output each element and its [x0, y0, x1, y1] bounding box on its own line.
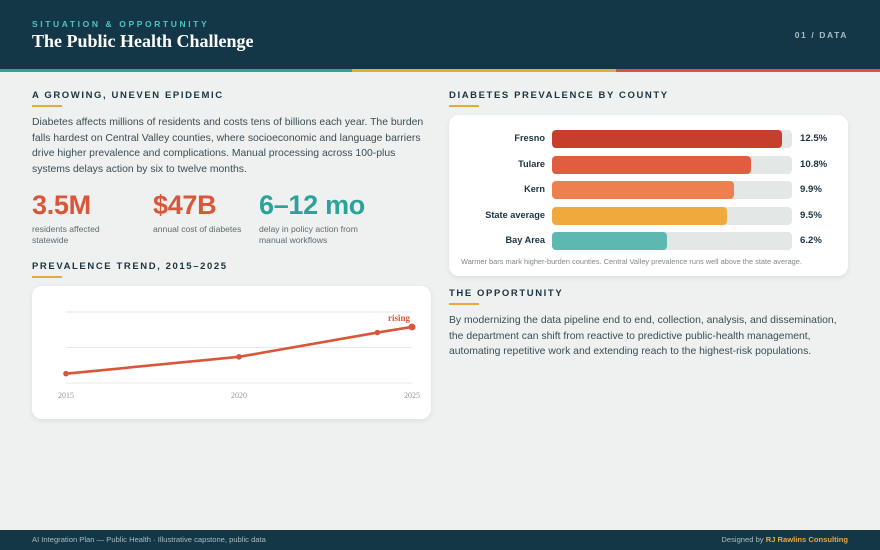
county-bar: [552, 130, 783, 148]
epidemic-section-title: A GROWING, UNEVEN EPIDEMIC: [32, 90, 224, 101]
county-bar-value: 10.8%: [800, 158, 828, 170]
county-bar: [552, 155, 752, 174]
county-bar-value: 12.5%: [800, 133, 828, 144]
epidemic-body: Diabetes affects millions of residents a…: [32, 117, 424, 175]
stat-value-delay: 6–12 mo: [259, 190, 365, 220]
opportunity-body: By modernizing the data pipeline end to …: [449, 315, 837, 358]
county-bar-track: [552, 181, 792, 199]
county-bar-label: Fresno: [514, 133, 545, 143]
trend-annotation: rising: [388, 313, 411, 323]
header-eyebrow: SITUATION & OPPORTUNITY: [32, 19, 210, 29]
accent-stripe-gold: [352, 69, 616, 72]
county-bar-row: Kern 9.9%: [449, 181, 849, 199]
trend-x-tick-label: 2025: [404, 391, 420, 400]
trend-title-underline: [32, 276, 62, 278]
trend-chart-card: 2015 2020 2025 rising: [32, 286, 431, 419]
footer-credit: Designed by RJ Rawlins Consulting: [721, 535, 848, 544]
county-title-underline: [449, 105, 479, 107]
county-bar-row: Bay Area 6.2%: [449, 232, 849, 250]
trend-series-line: [64, 325, 414, 375]
trend-line-chart: 2015 2020 2025 rising: [58, 311, 420, 400]
county-bar-value: 6.2%: [800, 235, 822, 246]
county-bar-row: Tulare 10.8%: [449, 155, 849, 174]
county-bar-label: Bay Area: [505, 235, 546, 245]
county-bar-value: 9.5%: [800, 209, 822, 221]
accent-stripe-red: [616, 69, 880, 72]
opportunity-title-underline: [449, 303, 479, 305]
county-bar: [552, 181, 735, 199]
county-bar-track: [552, 130, 792, 148]
county-bar-label: Kern: [524, 184, 545, 194]
stat-label-cost: annual cost of diabetes: [153, 224, 242, 234]
trend-point: [374, 329, 381, 336]
slide-number: 01 / DATA: [794, 30, 848, 40]
trend-x-tick-label: 2015: [58, 391, 74, 400]
trend-section-title: PREVALENCE TREND, 2015–2025: [32, 261, 228, 272]
page-title: The Public Health Challenge: [32, 31, 254, 51]
header-bar: SITUATION & OPPORTUNITY The Public Healt…: [0, 0, 880, 69]
footer-bar: AI Integration Plan — Public Health · Il…: [0, 530, 880, 550]
accent-stripe-teal: [0, 69, 352, 72]
county-chart-note: Warmer bars mark higher-burden counties.…: [461, 257, 802, 266]
county-bar-row: State average 9.5%: [449, 206, 849, 225]
trend-point: [63, 370, 69, 377]
stat-value-residents: 3.5M: [32, 190, 91, 220]
county-bar: [552, 206, 728, 225]
trend-x-tick-label: 2020: [231, 391, 247, 400]
footer-caption: AI Integration Plan — Public Health · Il…: [32, 535, 266, 544]
county-bar: [552, 232, 668, 250]
county-section-title: DIABETES PREVALENCE BY COUNTY: [449, 90, 669, 101]
trend-point: [408, 323, 416, 331]
trend-point: [236, 354, 242, 360]
county-bar-track: [552, 155, 792, 174]
county-chart-card: Fresno 12.5% Tulare 10.8% Kern 9.9% State aver…: [449, 115, 848, 276]
county-bar-label: State average: [485, 209, 545, 220]
footer-brand: RJ Rawlins Consulting: [765, 535, 848, 544]
county-bar-track: [552, 232, 792, 250]
county-bar-row: Fresno 12.5%: [449, 130, 849, 148]
stat-label-delay: delay in policy action from manual workf…: [259, 224, 358, 245]
stat-value-cost: $47B: [153, 190, 217, 220]
county-bar-track: [552, 206, 792, 225]
footer-designed-by: Designed by: [721, 535, 764, 544]
opportunity-section-title: THE OPPORTUNITY: [449, 288, 564, 299]
county-bar-value: 9.9%: [800, 184, 822, 195]
county-bar-label: Tulare: [518, 158, 545, 169]
epidemic-title-underline: [32, 105, 62, 107]
stat-label-residents: residents affected statewide: [32, 224, 100, 245]
